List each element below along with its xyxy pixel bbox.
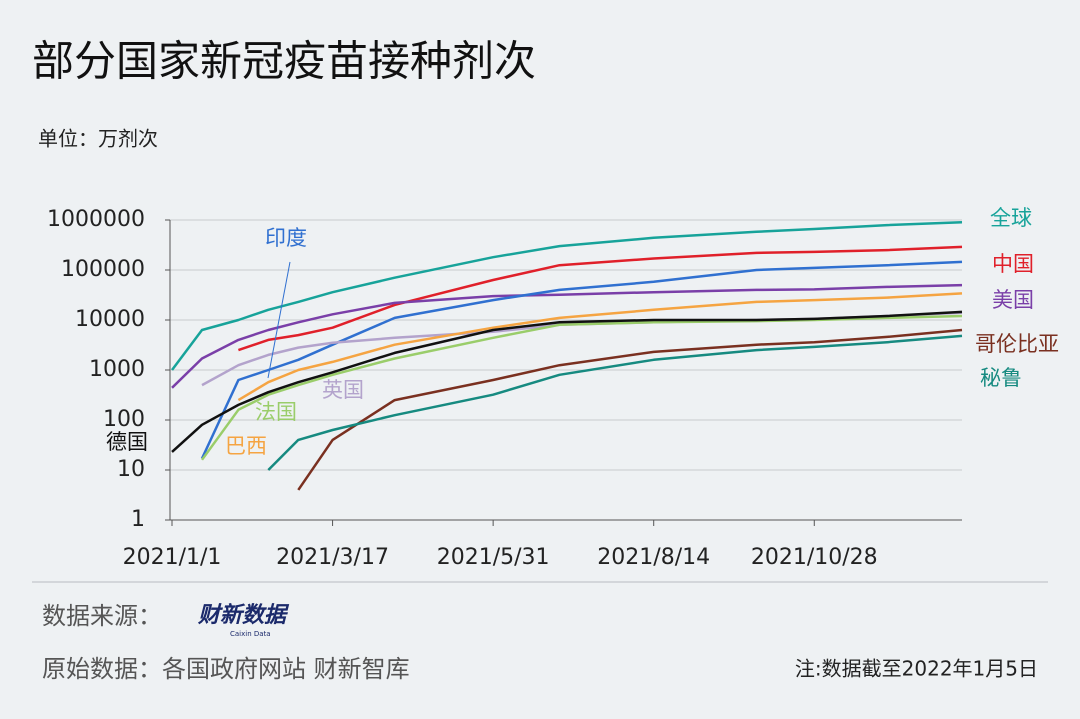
y-tick-label: 10000 bbox=[75, 307, 145, 332]
legend-label: 秘鲁 bbox=[980, 366, 1022, 390]
legend-label: 哥伦比亚 bbox=[975, 332, 1059, 356]
x-tick-label: 2021/3/17 bbox=[276, 545, 389, 570]
legend-label: 德国 bbox=[106, 430, 148, 454]
y-tick-label: 1 bbox=[131, 507, 145, 532]
y-tick-label: 100000 bbox=[61, 257, 145, 282]
origin: 原始数据：各国政府网站 财新智库 bbox=[42, 655, 410, 683]
chart-title: 部分国家新冠疫苗接种剂次 bbox=[32, 37, 536, 86]
y-tick-label: 10 bbox=[117, 457, 145, 482]
x-tick-label: 2021/5/31 bbox=[437, 545, 550, 570]
legend-label: 巴西 bbox=[225, 434, 267, 458]
source-label: 数据来源： bbox=[42, 602, 162, 630]
logo-sub: Caixin Data bbox=[230, 630, 271, 638]
y-tick-label: 100 bbox=[103, 407, 145, 432]
legend-label: 美国 bbox=[992, 288, 1034, 312]
logo: 财新数据 bbox=[197, 602, 290, 628]
legend-label: 印度 bbox=[265, 226, 307, 250]
x-tick-label: 2021/8/14 bbox=[597, 545, 710, 570]
series-line bbox=[297, 328, 963, 491]
legend-label: 法国 bbox=[255, 400, 297, 424]
series-line bbox=[171, 221, 963, 371]
y-tick-label: 1000000 bbox=[47, 207, 145, 232]
legend-label: 英国 bbox=[322, 378, 364, 402]
legend-label: 全球 bbox=[990, 206, 1032, 230]
legend-label: 中国 bbox=[992, 252, 1034, 276]
x-tick-label: 2021/1/1 bbox=[123, 545, 222, 570]
x-tick-label: 2021/10/28 bbox=[751, 545, 878, 570]
series-line bbox=[171, 283, 963, 389]
series-line bbox=[200, 314, 963, 461]
series-line bbox=[237, 292, 963, 402]
y-tick-label: 1000 bbox=[89, 357, 145, 382]
chart-subtitle: 单位：万剂次 bbox=[38, 127, 158, 151]
series-line bbox=[237, 245, 963, 352]
note: 注:数据截至2022年1月5日 bbox=[795, 657, 1038, 681]
series-line bbox=[171, 310, 963, 453]
series-line bbox=[200, 260, 963, 460]
india-pointer bbox=[267, 261, 291, 379]
series-line bbox=[267, 334, 963, 471]
